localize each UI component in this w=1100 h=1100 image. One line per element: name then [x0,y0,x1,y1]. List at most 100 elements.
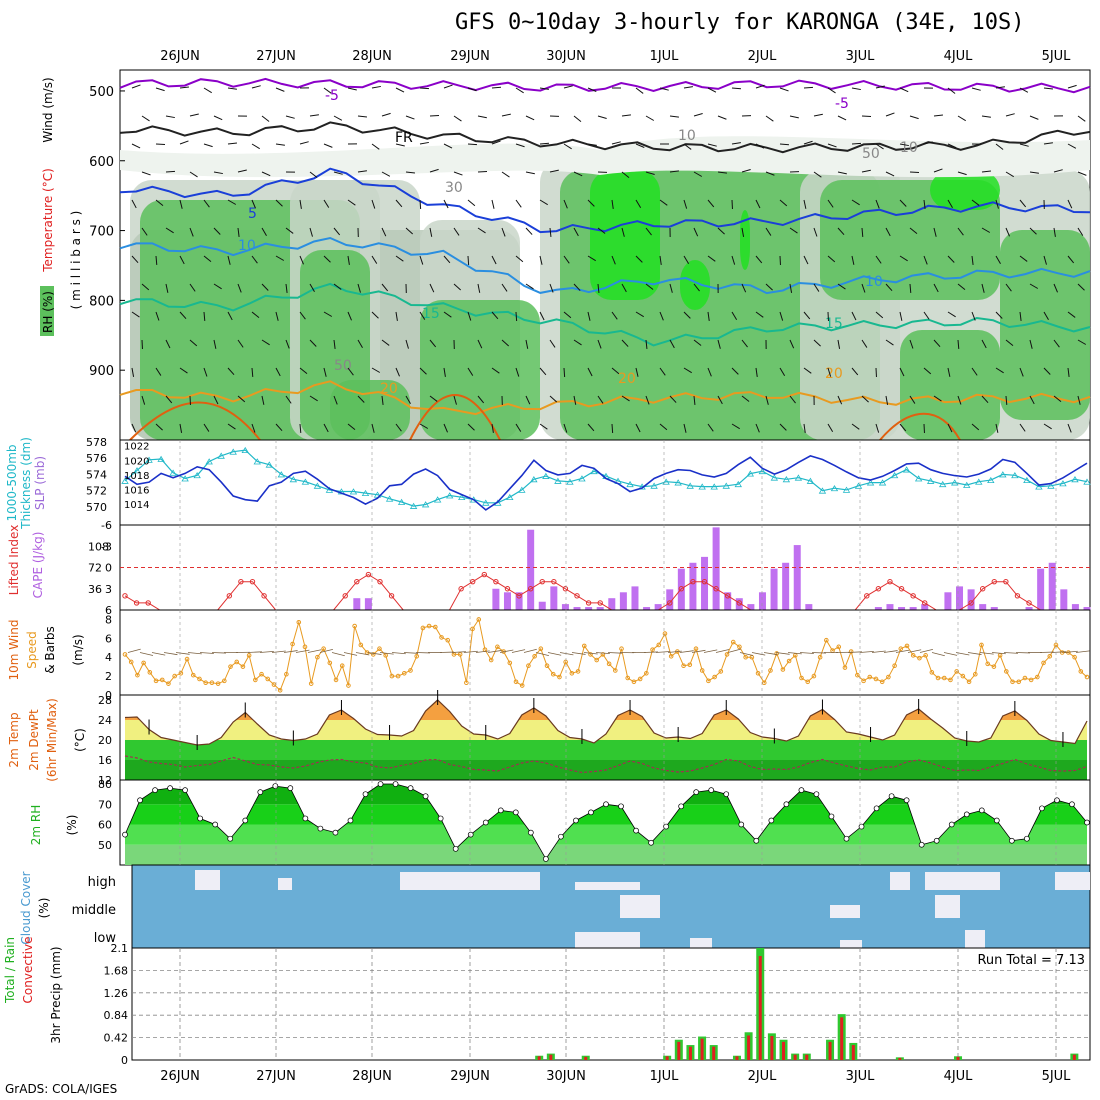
wind-barb [275,311,279,321]
wind-barb [237,395,246,403]
wind-barb [803,199,807,209]
wind-barb [741,339,748,348]
wind-barb [659,311,664,321]
rh-blob [590,170,660,300]
thickness-marker [1011,471,1019,479]
cloud-clear-block [965,930,985,948]
wind-barb [357,339,363,349]
wind-barb [995,86,1005,89]
wind-barb [851,87,861,91]
wind-barb [885,283,893,292]
wind-speed-marker [122,652,128,657]
wind-speed-marker [234,659,240,665]
wind-barb [933,395,942,402]
wind-barb [323,255,331,263]
wind-barb-10m [487,650,502,653]
thickness-marker [1047,482,1055,489]
wind-barb [765,395,769,405]
cape-axis-label: CAPE (J/kg) [31,532,45,599]
wind-barb [1067,199,1073,209]
wind-barb [803,423,806,433]
wind-barb [1005,283,1012,292]
wind-barb [707,311,710,321]
slp-tick-label: 1022 [124,442,149,453]
thickness-marker [181,475,189,482]
cloud-clear-block [1055,872,1090,890]
wind-speed-marker [358,642,364,648]
thickness-marker [758,467,767,475]
wind-barb [405,395,411,405]
wind-speed-marker [457,652,463,657]
wind-barb [251,423,256,433]
wind-barb [563,311,572,319]
rh-marker [588,809,594,816]
wind-barb [1019,143,1029,147]
wind-speed-marker [246,653,252,658]
wind-tick-label: 0 [105,689,112,702]
wind-barb [837,227,845,236]
precip-convective-bar [1072,1054,1076,1060]
li-marker [991,578,997,585]
contour-label: 15 [825,316,843,332]
wind-barb [813,171,822,178]
wind-barb [323,423,329,433]
wind-barb-10m [571,652,586,655]
wind-speed-marker [954,669,959,674]
contour-label: 50 [862,146,880,162]
wind-barb [611,311,618,320]
wind-barb-10m [811,652,826,654]
wind-barb [227,142,238,145]
wind-barb [779,423,787,431]
wind-barb [1053,227,1056,237]
wind-speed-marker [929,670,935,675]
wind-speed-marker [240,664,246,669]
pressure-tick-label: 800 [89,294,114,309]
wind-barb [227,423,236,430]
wind-barb [357,395,365,403]
wind-barb [635,311,644,318]
wind-speed-marker [321,646,326,652]
wind-barb [621,227,625,237]
wind-speed-marker [594,657,599,663]
wind-barb [453,115,462,122]
wind-barb [309,283,315,293]
wind-barb [683,86,693,89]
wind-barb [347,87,357,91]
wind-barb-10m [679,650,694,653]
wind-barb [395,199,403,208]
wind-barb [597,339,602,349]
wind-barb [597,395,604,404]
wind-barb [371,423,375,433]
wind-barb-10m [199,652,214,654]
wind-barb [587,311,591,321]
wind-barb [515,255,524,263]
li-tick-label: 6 [105,604,112,617]
wind-barb [1019,199,1027,208]
precip-convective-bar [537,1056,541,1060]
cape-bar [550,586,558,610]
wind-speed-marker [538,646,544,652]
thickness-marker [169,469,177,476]
wind-speed-marker [855,672,860,678]
wind-barb-10m [307,649,322,653]
wind-barb [323,367,327,377]
wind-speed-marker [699,668,705,673]
wind-barb [947,423,953,433]
wind-barb [539,255,543,265]
wind-barb [789,115,799,119]
wind-barb [419,367,427,375]
wind-barb [237,169,247,173]
rh-marker [603,801,609,808]
rh-tick-label: 60 [98,819,112,832]
wind-barb-10m [931,652,945,657]
li-marker [539,578,545,585]
thickness-tick-label: 578 [86,436,107,449]
cape-bar [944,592,952,610]
rh-marker [1024,835,1030,842]
rh-axis-label: RH (%) [41,291,55,333]
wind-barb [669,283,673,293]
wind-barb [827,143,837,148]
li-marker [724,593,731,599]
wind-barb [477,227,486,234]
